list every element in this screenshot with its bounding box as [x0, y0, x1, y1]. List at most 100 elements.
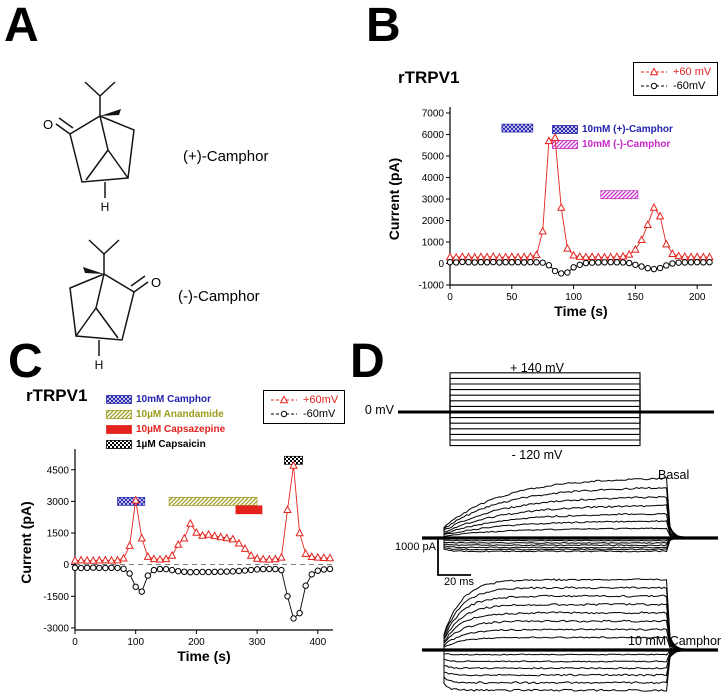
svg-text:Time (s): Time (s)	[177, 648, 230, 664]
wedge-bond	[83, 267, 104, 274]
stimulus-bar	[501, 123, 534, 133]
legend-series-item: +60mV	[270, 394, 338, 406]
current-trace	[428, 537, 719, 551]
current-trace	[428, 495, 719, 539]
current-trace	[428, 486, 719, 539]
current-trace	[428, 504, 719, 539]
current-trace	[428, 649, 719, 656]
svg-text:4000: 4000	[422, 173, 445, 184]
legend-bar-item: 10µM Anandamide	[106, 409, 225, 420]
svg-text:-1000: -1000	[418, 281, 444, 292]
panelC-bar-legend: 10mM Camphor 10µM Anandamide 10µM Capsazep…	[106, 394, 225, 450]
current-trace	[428, 537, 719, 539]
panelB-title: rTRPV1	[398, 68, 460, 87]
svg-text:3000: 3000	[47, 497, 70, 508]
svg-text:Current (pA): Current (pA)	[386, 158, 402, 240]
panelB-bar-legend: 10mM (+)-Camphor 10mM (-)-Camphor	[552, 124, 673, 150]
legend-bar-item: 10mM (-)-Camphor	[552, 139, 673, 150]
panel-letter-d: D	[350, 335, 385, 388]
legend-bar-label: 10mM (+)-Camphor	[582, 124, 673, 135]
legend-series-item: -60mV	[640, 80, 711, 92]
circle-marker-icon	[641, 82, 667, 90]
panel-letter-b: B	[366, 0, 401, 52]
svg-text:4500: 4500	[47, 465, 70, 476]
svg-text:100: 100	[565, 292, 582, 303]
minus-camphor-label: (-)-Camphor	[178, 288, 260, 305]
svg-text:0: 0	[447, 292, 453, 303]
legend-swatch	[106, 440, 132, 449]
panelC-series-legend: +60mV -60mV	[263, 390, 346, 424]
svg-text:-3000: -3000	[43, 623, 69, 634]
svg-text:0: 0	[438, 259, 444, 270]
svg-text:150: 150	[627, 292, 644, 303]
legend-series-label: +60mV	[303, 394, 339, 406]
legend-swatch	[106, 395, 132, 404]
current-trace	[428, 537, 719, 549]
current-trace	[428, 649, 718, 663]
current-scale-label: 1000 pA	[395, 541, 436, 553]
svg-text:200: 200	[188, 637, 205, 648]
svg-text:50: 50	[506, 292, 518, 303]
current-trace	[428, 527, 719, 539]
legend-series-label: -60mV	[673, 80, 706, 92]
legend-swatch	[106, 410, 132, 419]
legend-series-label: +60 mV	[673, 66, 712, 78]
structure-plus-camphor	[55, 81, 135, 198]
svg-text:Time (s): Time (s)	[554, 303, 607, 319]
panelB-series-legend: +60 mV -60mV	[633, 62, 719, 96]
series-line	[74, 567, 331, 620]
triangle-marker-icon	[271, 395, 297, 404]
current-trace	[428, 649, 718, 677]
svg-text:200: 200	[689, 292, 706, 303]
current-trace	[428, 586, 718, 651]
legend-bar-label: 10mM Camphor	[136, 394, 212, 405]
legend-bar-label: 10mM (-)-Camphor	[582, 139, 671, 150]
camphor-label: 10 mM Camphor	[628, 634, 722, 648]
legend-series-item: -60mV	[270, 408, 338, 420]
time-scale-label: 20 ms	[444, 576, 474, 588]
current-trace	[428, 477, 719, 539]
atom-o-label: O	[151, 275, 161, 290]
panelC-chart: -3000 -1500 0 1500 3000 4500 0 100 200 300 400 Time…	[18, 449, 335, 664]
svg-text:3000: 3000	[422, 195, 445, 206]
current-trace	[428, 537, 719, 544]
current-trace	[428, 649, 719, 692]
series-line	[449, 136, 710, 258]
camphor-structures: O H O H	[43, 81, 161, 372]
scale-bars	[437, 537, 471, 576]
current-trace	[428, 512, 719, 539]
structure-minus-camphor	[69, 239, 149, 356]
stimulus-bar	[117, 497, 146, 506]
series-line	[74, 465, 331, 561]
panel-letter-a: A	[4, 0, 39, 52]
basal-label: Basal	[658, 468, 690, 482]
plus-camphor-label: (+)-Camphor	[183, 148, 269, 165]
svg-text:0: 0	[72, 637, 78, 648]
legend-bar-item: 10µM Capsazepine	[106, 424, 225, 435]
svg-text:0: 0	[63, 560, 69, 571]
atom-o-label: O	[43, 117, 53, 132]
legend-swatch	[106, 425, 132, 434]
atom-h-label: H	[101, 200, 110, 214]
legend-bar-label: 10µM Anandamide	[136, 409, 224, 420]
current-trace	[428, 649, 719, 670]
current-trace	[428, 537, 719, 553]
panelC-title: rTRPV1	[26, 386, 88, 405]
stimulus-bar	[235, 505, 263, 515]
current-trace	[428, 611, 718, 651]
wedge-bond	[100, 109, 121, 116]
svg-text:2000: 2000	[422, 216, 445, 227]
chart-plot: -3000 -1500 0 1500 3000 4500 0 100 200 300 400 Time…	[18, 449, 335, 664]
svg-text:6000: 6000	[422, 130, 445, 141]
svg-text:Current (pA): Current (pA)	[18, 501, 34, 583]
panel-letter-c: C	[8, 335, 43, 388]
current-trace	[428, 636, 719, 651]
svg-text:5000: 5000	[422, 152, 445, 163]
svg-text:400: 400	[309, 637, 326, 648]
current-trace	[428, 520, 719, 539]
stimulus-bar	[168, 497, 258, 506]
legend-bar-label: 10µM Capsazepine	[136, 424, 226, 435]
